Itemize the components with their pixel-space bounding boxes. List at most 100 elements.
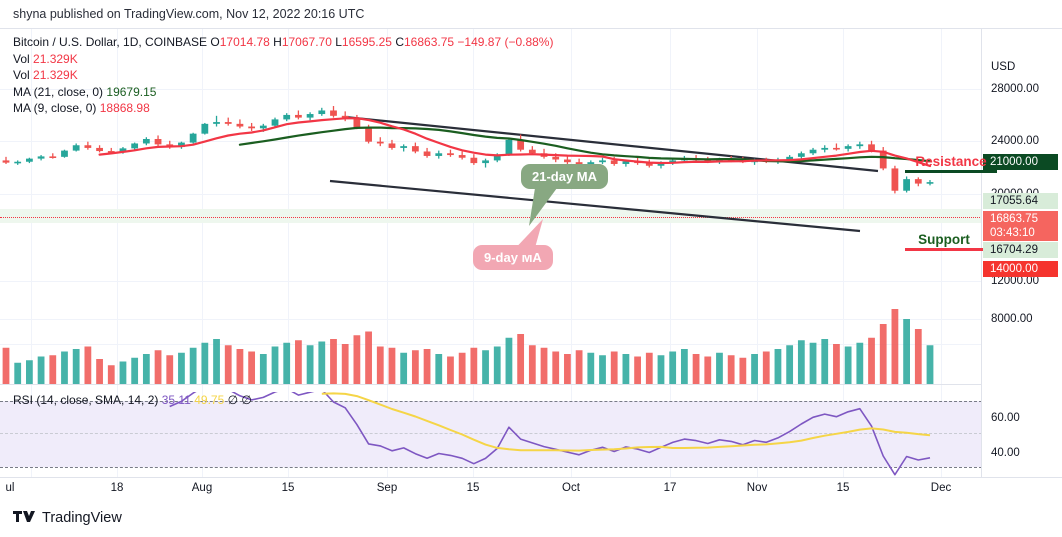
legend-row-symbol: Bitcoin / U.S. Dollar, 1D, COINBASE O170… xyxy=(13,34,553,51)
ma-price-badge-lower: 16704.29 xyxy=(983,242,1058,258)
price-axis-tick: 24000.00 xyxy=(991,135,1039,147)
legend-row-ma21: MA (21, close, 0) 19679.15 xyxy=(13,84,553,101)
grid-line-vertical xyxy=(31,29,32,477)
support-label: Support xyxy=(918,232,970,247)
callout-9-day-ma: 9-day MA xyxy=(473,219,553,270)
last-price-badge: 16863.75 xyxy=(983,211,1058,227)
time-axis-label: 17 xyxy=(663,482,677,494)
rsi-pane xyxy=(0,392,981,477)
resistance-price-badge: 21000.00 xyxy=(983,154,1058,170)
legend-ma21-label: MA (21, close, 0) xyxy=(13,84,104,99)
callout-tail-9 xyxy=(509,219,543,255)
time-axis[interactable]: ul 18 Aug 15 Sep 15 Oct 17 Nov 15 Dec xyxy=(0,477,1062,505)
legend-high-value: 17067.70 xyxy=(281,35,332,49)
grid-line-vertical xyxy=(843,29,844,477)
resistance-label: Resistance xyxy=(915,154,987,169)
time-axis-label: Aug xyxy=(191,482,213,494)
legend-high-label: H xyxy=(273,35,282,49)
price-axis-currency: USD xyxy=(991,61,1016,73)
pane-separator xyxy=(0,384,981,385)
legend-symbol: Bitcoin / U.S. Dollar, 1D, COINBASE xyxy=(13,35,208,49)
time-axis-label: Oct xyxy=(562,482,580,494)
legend-open-value: 17014.78 xyxy=(219,35,270,49)
legend-open-label: O xyxy=(210,35,220,49)
rsi-legend-extra-2: ∅ xyxy=(241,393,252,407)
legend-ma21-value: 19679.15 xyxy=(106,84,157,99)
publish-credit-bar: shyna published on TradingView.com, Nov … xyxy=(0,0,1062,28)
grid-line-vertical xyxy=(387,29,388,477)
grid-line-vertical xyxy=(288,29,289,477)
ma-price-badge-upper: 17055.64 xyxy=(983,193,1058,209)
current-price-line xyxy=(0,217,981,218)
grid-line-horizontal xyxy=(0,89,981,90)
rsi-series xyxy=(169,392,931,476)
time-axis-label: Dec xyxy=(930,482,952,494)
time-axis-label: Nov xyxy=(746,482,768,494)
legend-row-ma9: MA (9, close, 0) 18868.98 xyxy=(13,100,553,117)
callout-tail-21 xyxy=(529,188,557,226)
legend-volume-label-2: Vol xyxy=(13,68,30,82)
grid-line-horizontal xyxy=(0,319,981,320)
support-price-badge: 14000.00 xyxy=(983,261,1058,277)
rsi-overbought-line xyxy=(0,401,981,402)
rsi-midline xyxy=(0,433,981,434)
time-axis-label: 15 xyxy=(466,482,480,494)
legend-close-value: 16863.75 xyxy=(404,35,455,49)
publish-credit-text: shyna published on TradingView.com, Nov … xyxy=(13,7,365,21)
resistance-annotation: Resistance xyxy=(905,154,997,173)
tradingview-branding: TradingView xyxy=(13,510,122,526)
countdown-badge: 03:43:10 xyxy=(983,225,1058,241)
chart-frame: RSI (14, close, SMA, 14, 2) 35.11 49.75 … xyxy=(0,28,1062,493)
callout-21-day-ma: 21-day MA xyxy=(521,164,609,226)
legend-close-label: C xyxy=(395,35,404,49)
price-axis-tick: 28000.00 xyxy=(991,83,1039,95)
legend-row-volume-2: Vol 21.329K xyxy=(13,67,553,84)
grid-line-vertical xyxy=(670,29,671,477)
volume-series xyxy=(2,309,934,384)
rsi-legend: RSI (14, close, SMA, 14, 2) 35.11 49.75 … xyxy=(13,393,252,407)
legend-volume-label: Vol xyxy=(13,51,30,66)
rsi-zone-band xyxy=(0,401,981,467)
time-axis-label: ul xyxy=(5,482,15,494)
legend-volume-value-2: 21.329K xyxy=(33,68,78,82)
legend-low-value: 16595.25 xyxy=(341,35,392,49)
rsi-oversold-line xyxy=(0,467,981,468)
grid-line-vertical xyxy=(571,29,572,477)
grid-line-vertical xyxy=(202,29,203,477)
time-axis-label: Sep xyxy=(376,482,398,494)
legend-ma9-label: MA (9, close, 0) xyxy=(13,101,97,115)
legend-change: −149.87 (−0.88%) xyxy=(457,35,554,49)
grid-line-vertical xyxy=(941,29,942,477)
grid-line-horizontal xyxy=(0,281,981,282)
legend-row-volume-1: Vol 21.329K xyxy=(13,51,553,68)
rsi-legend-title: RSI (14, close, SMA, 14, 2) xyxy=(13,393,159,407)
grid-line-vertical xyxy=(757,29,758,477)
candlestick-series xyxy=(2,106,934,233)
legend-volume-value: 21.329K xyxy=(33,51,78,66)
rsi-legend-sma-value: 49.75 xyxy=(194,393,225,407)
support-line xyxy=(905,248,983,251)
grid-line-vertical xyxy=(117,29,118,477)
chart-legend: Bitcoin / U.S. Dollar, 1D, COINBASE O170… xyxy=(13,34,553,117)
resistance-line xyxy=(905,170,997,173)
tradingview-logo-icon xyxy=(13,511,35,522)
price-axis-tick: 12000.00 xyxy=(991,275,1039,287)
rsi-legend-extra-1: ∅ xyxy=(227,393,239,407)
legend-ma9-value: 18868.98 xyxy=(99,101,150,115)
grid-line-horizontal xyxy=(0,194,981,195)
grid-line-horizontal xyxy=(0,344,981,345)
rsi-axis-tick: 40.00 xyxy=(991,447,1020,459)
legend-low-label: L xyxy=(335,35,342,49)
price-axis[interactable]: USD 28000.00 24000.00 20000.00 12000.00 … xyxy=(982,29,1062,493)
time-axis-label: 15 xyxy=(836,482,850,494)
support-annotation: Support xyxy=(905,232,983,251)
callout-21-day-ma-label: 21-day MA xyxy=(521,164,609,189)
rsi-axis-tick: 60.00 xyxy=(991,412,1020,424)
rsi-legend-value: 35.11 xyxy=(161,393,191,407)
time-axis-label: 18 xyxy=(110,482,124,494)
grid-line-horizontal xyxy=(0,141,981,142)
price-axis-tick: 8000.00 xyxy=(991,313,1033,325)
time-axis-label: 15 xyxy=(281,482,295,494)
chart-plot-area[interactable]: RSI (14, close, SMA, 14, 2) 35.11 49.75 … xyxy=(0,29,982,477)
tradingview-brand-text: TradingView xyxy=(42,510,122,526)
